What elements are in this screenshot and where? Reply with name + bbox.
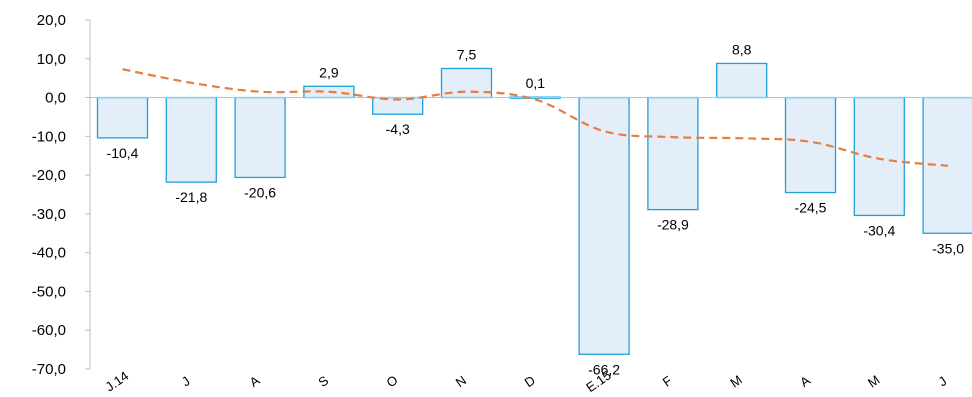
trend-line	[122, 68, 949, 167]
data-label: 0,1	[526, 75, 546, 91]
x-tick-label: A	[797, 372, 813, 389]
bar	[647, 96, 699, 211]
bar	[853, 96, 905, 217]
data-label: -66,2	[588, 361, 620, 377]
data-label: 8,8	[732, 41, 752, 57]
data-label: -35,0	[932, 240, 964, 256]
bar	[578, 96, 630, 355]
x-tick-label: S	[315, 372, 331, 389]
bar	[96, 96, 149, 139]
y-tick-label: -10,0	[32, 128, 66, 145]
data-label: -20,6	[244, 184, 276, 200]
y-tick-label: -50,0	[32, 283, 66, 300]
y-tick-label: -40,0	[32, 245, 66, 262]
x-tick-label: J	[179, 373, 193, 389]
data-label: -30,4	[863, 222, 895, 238]
x-axis: J.14 J A S O N D E.15 F M A M J	[103, 367, 950, 395]
y-tick-label: -60,0	[32, 322, 66, 339]
x-tick-label: O	[384, 372, 401, 390]
data-label: -24,5	[795, 200, 827, 216]
y-tick-label: 10,0	[37, 51, 66, 68]
data-label: 2,9	[319, 64, 339, 80]
bar	[716, 62, 768, 99]
data-label: 7,5	[457, 46, 477, 62]
data-labels: -10,4 -21,8 -20,6 2,9 -4,3 7,5 0,1 -66,2 -28,9 8,…	[107, 41, 965, 377]
trend-line-layer	[122, 68, 949, 167]
x-tick-label: A	[247, 372, 263, 389]
x-tick-label: M	[727, 372, 744, 391]
data-label: -21,8	[175, 189, 207, 205]
x-tick-label: J	[936, 373, 950, 389]
y-tick-label: -30,0	[32, 206, 66, 223]
bar	[165, 96, 217, 183]
x-tick-label: J.14	[103, 368, 132, 394]
x-tick-label: D	[522, 372, 538, 390]
y-tick-label: -70,0	[32, 361, 66, 378]
data-label: -28,9	[657, 217, 689, 233]
bar	[234, 96, 286, 179]
x-tick-label: M	[865, 372, 882, 391]
data-label: -10,4	[107, 145, 139, 161]
data-label: -4,3	[386, 121, 410, 137]
bars	[90, 62, 972, 355]
y-tick-label: 20,0	[37, 12, 66, 29]
y-tick-label: 0,0	[45, 90, 66, 107]
x-tick-label: N	[453, 372, 469, 390]
y-tick-label: -20,0	[32, 167, 66, 184]
y-axis: 20,0 10,0 0,0 -10,0 -20,0 -30,0 -40,0 -50,0 -60,…	[32, 12, 91, 378]
x-tick-label: F	[660, 373, 675, 390]
